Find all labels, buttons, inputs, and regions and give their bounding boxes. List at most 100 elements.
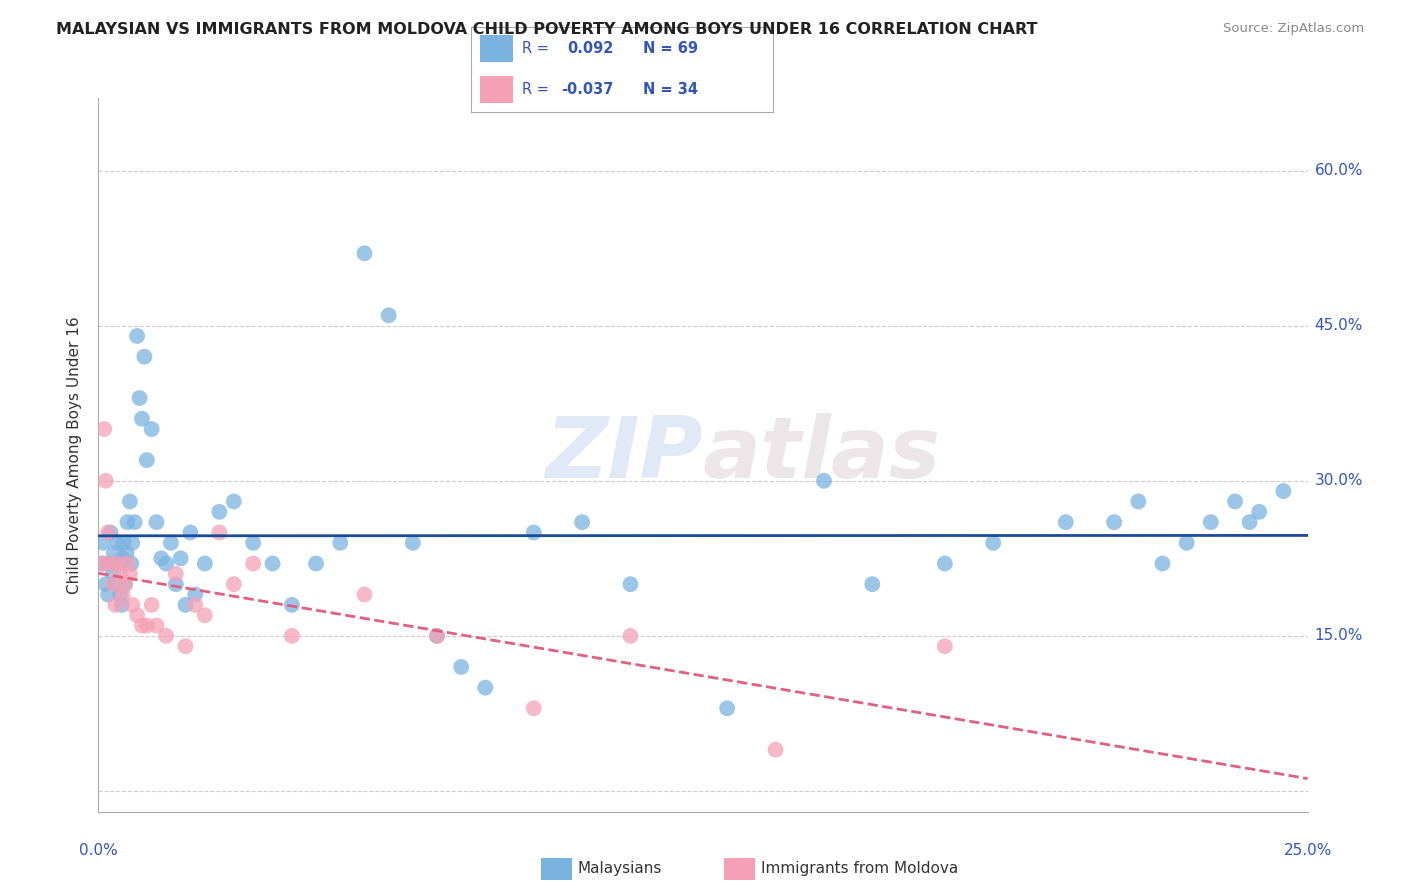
Point	[108, 566, 131, 581]
Point	[124, 515, 146, 529]
Point	[281, 629, 304, 643]
Text: Source: ZipAtlas.com: Source: ZipAtlas.com	[1223, 22, 1364, 36]
Bar	[479, 76, 513, 103]
Text: MALAYSIAN VS IMMIGRANTS FROM MOLDOVA CHILD POVERTY AMONG BOYS UNDER 16 CORRELATI: MALAYSIAN VS IMMIGRANTS FROM MOLDOVA CHI…	[56, 22, 1038, 37]
Point	[97, 525, 120, 540]
Point	[165, 577, 187, 591]
Point	[118, 494, 141, 508]
Y-axis label: Child Poverty Among Boys Under 16: Child Poverty Among Boys Under 16	[66, 316, 82, 594]
Point	[1272, 484, 1295, 499]
Point	[474, 681, 496, 695]
Point	[101, 566, 124, 581]
Point	[194, 557, 217, 571]
Point	[281, 598, 304, 612]
Point	[1239, 515, 1261, 529]
Point	[353, 246, 375, 260]
Text: N = 34: N = 34	[644, 82, 699, 97]
Point	[813, 474, 835, 488]
Point	[523, 525, 546, 540]
Point	[160, 536, 183, 550]
Text: 60.0%: 60.0%	[1315, 163, 1362, 178]
Point	[1223, 494, 1246, 508]
Point	[184, 598, 207, 612]
Point	[165, 566, 187, 581]
Text: 45.0%: 45.0%	[1315, 318, 1362, 333]
Point	[426, 629, 449, 643]
Point	[523, 701, 546, 715]
Point	[131, 618, 153, 632]
Point	[94, 474, 117, 488]
Point	[934, 639, 956, 653]
Point	[145, 515, 167, 529]
Point	[117, 557, 139, 571]
Text: 0.092: 0.092	[568, 41, 614, 56]
Point	[1199, 515, 1222, 529]
Point	[112, 536, 135, 550]
Text: 15.0%: 15.0%	[1315, 628, 1362, 643]
Text: atlas: atlas	[703, 413, 941, 497]
Point	[104, 598, 127, 612]
Point	[1175, 536, 1198, 550]
Point	[91, 536, 114, 550]
Point	[619, 629, 641, 643]
Point	[107, 536, 129, 550]
Point	[1102, 515, 1125, 529]
Point	[114, 577, 136, 591]
Point	[91, 557, 114, 571]
Point	[104, 577, 127, 591]
Point	[135, 618, 157, 632]
Point	[377, 308, 399, 322]
Point	[145, 618, 167, 632]
Point	[115, 546, 138, 560]
Point	[402, 536, 425, 550]
Point	[120, 557, 142, 571]
Point	[121, 598, 143, 612]
Text: 25.0%: 25.0%	[1284, 843, 1331, 858]
Point	[329, 536, 352, 550]
Point	[242, 557, 264, 571]
Point	[860, 577, 883, 591]
Point	[134, 350, 156, 364]
Point	[127, 608, 149, 623]
Point	[97, 588, 120, 602]
Point	[108, 588, 131, 602]
Point	[242, 536, 264, 550]
Point	[117, 515, 139, 529]
Text: N = 69: N = 69	[644, 41, 699, 56]
Point	[353, 588, 375, 602]
Text: R =: R =	[523, 41, 554, 56]
Point	[194, 608, 217, 623]
Point	[179, 525, 201, 540]
Point	[98, 557, 121, 571]
Point	[222, 577, 245, 591]
Point	[1152, 557, 1174, 571]
Point	[174, 598, 197, 612]
Point	[114, 577, 136, 591]
Point	[150, 551, 173, 566]
Point	[174, 639, 197, 653]
Point	[94, 577, 117, 591]
Point	[128, 391, 150, 405]
Point	[127, 329, 149, 343]
Point	[305, 557, 328, 571]
Point	[155, 557, 177, 571]
Point	[1249, 505, 1271, 519]
Point	[93, 422, 115, 436]
Point	[184, 588, 207, 602]
Point	[981, 536, 1004, 550]
Text: Immigrants from Moldova: Immigrants from Moldova	[761, 862, 957, 876]
Text: Malaysians: Malaysians	[578, 862, 662, 876]
Point	[208, 505, 231, 519]
Point	[426, 629, 449, 643]
Point	[450, 660, 472, 674]
Point	[934, 557, 956, 571]
Text: R =: R =	[523, 82, 554, 97]
Point	[169, 551, 191, 566]
Text: 0.0%: 0.0%	[79, 843, 118, 858]
Point	[262, 557, 284, 571]
Point	[141, 598, 163, 612]
Point	[103, 546, 125, 560]
Point	[107, 557, 129, 571]
Point	[131, 411, 153, 425]
Point	[100, 557, 122, 571]
